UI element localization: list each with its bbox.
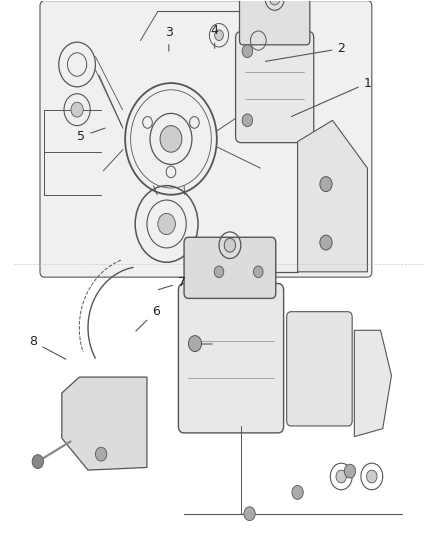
Circle shape [160, 126, 182, 152]
FancyBboxPatch shape [240, 0, 310, 45]
Circle shape [254, 266, 263, 278]
Polygon shape [297, 120, 367, 272]
FancyBboxPatch shape [178, 284, 284, 433]
Text: 6: 6 [136, 305, 159, 331]
Text: 3: 3 [165, 26, 173, 51]
Circle shape [367, 470, 377, 483]
Circle shape [344, 464, 356, 478]
FancyBboxPatch shape [184, 237, 276, 298]
Circle shape [215, 30, 223, 41]
Text: 4: 4 [211, 25, 219, 49]
Circle shape [71, 102, 83, 117]
Circle shape [224, 238, 236, 252]
Circle shape [95, 447, 107, 461]
Circle shape [292, 486, 303, 499]
FancyBboxPatch shape [236, 31, 314, 143]
Text: 8: 8 [29, 335, 66, 359]
Text: 1: 1 [291, 77, 371, 117]
Circle shape [269, 0, 280, 5]
Circle shape [320, 235, 332, 250]
Circle shape [336, 470, 346, 483]
Circle shape [242, 45, 253, 58]
Circle shape [158, 213, 175, 235]
Text: 2: 2 [265, 42, 345, 61]
Circle shape [242, 114, 253, 127]
Circle shape [214, 266, 224, 278]
FancyBboxPatch shape [287, 312, 352, 426]
Circle shape [32, 455, 43, 469]
Polygon shape [62, 377, 147, 470]
Polygon shape [354, 330, 392, 437]
FancyBboxPatch shape [40, 1, 372, 277]
Circle shape [244, 507, 255, 521]
Circle shape [320, 176, 332, 191]
Text: 7: 7 [159, 276, 186, 289]
Text: 5: 5 [78, 128, 105, 143]
Circle shape [188, 336, 201, 352]
